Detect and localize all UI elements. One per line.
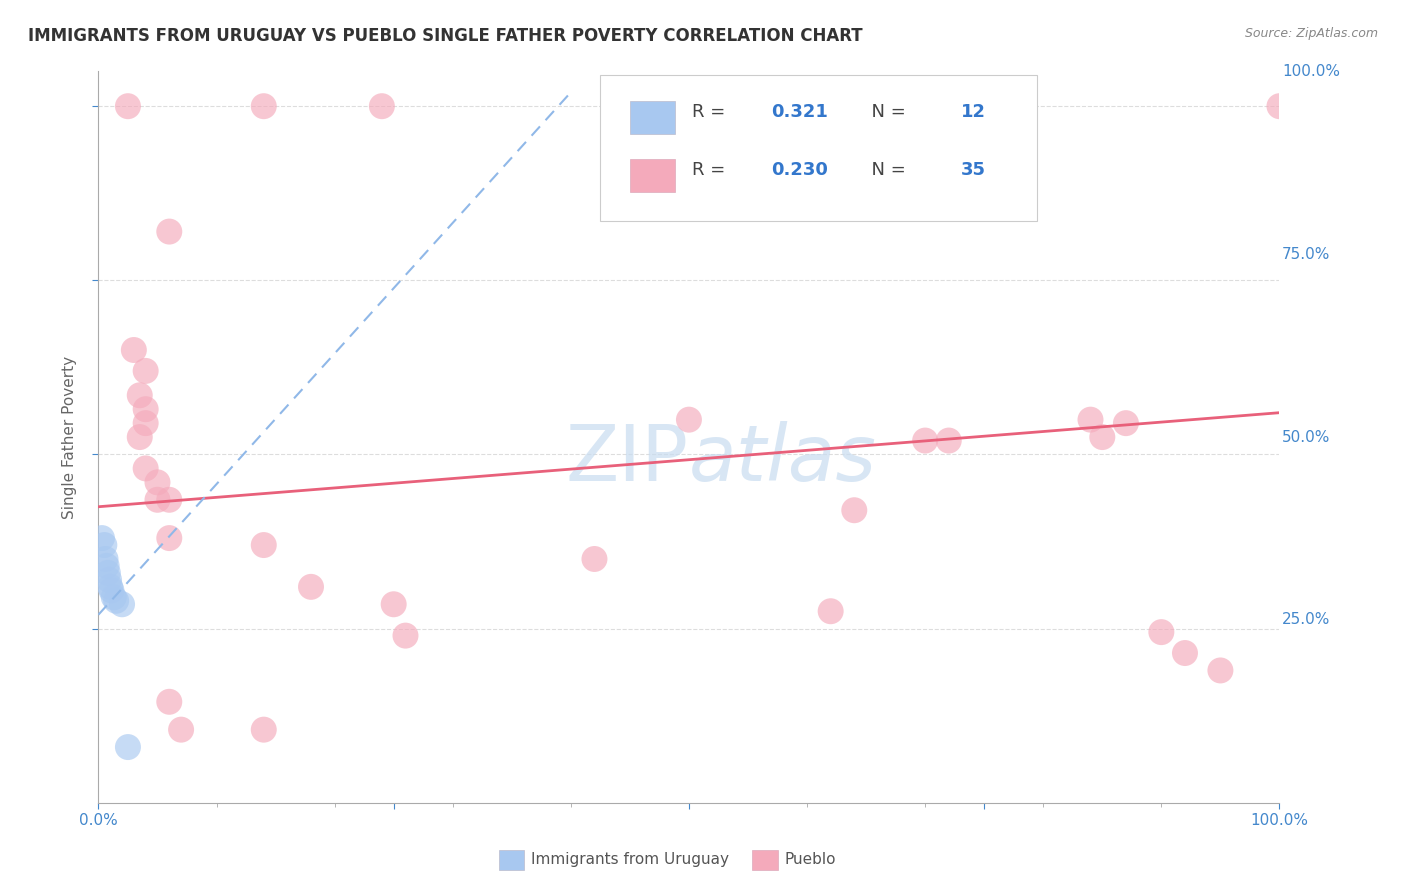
Point — [146, 475, 169, 490]
FancyBboxPatch shape — [630, 159, 675, 192]
Text: 75.0%: 75.0% — [1282, 247, 1330, 261]
Point — [98, 580, 121, 594]
Point — [117, 740, 139, 755]
Point — [117, 99, 139, 113]
Point — [128, 430, 150, 444]
Point — [299, 580, 322, 594]
Point — [914, 434, 936, 448]
Point — [135, 461, 157, 475]
Text: N =: N = — [860, 103, 911, 120]
Point — [146, 492, 169, 507]
Point — [371, 99, 394, 113]
Point — [98, 573, 121, 587]
Point — [100, 583, 122, 598]
Text: N =: N = — [860, 161, 911, 179]
Point — [820, 604, 842, 618]
Text: 35: 35 — [960, 161, 986, 179]
Point — [583, 552, 606, 566]
Point — [1091, 430, 1114, 444]
Text: atlas: atlas — [689, 421, 877, 497]
Text: ZIP: ZIP — [567, 421, 689, 497]
Point — [122, 343, 145, 357]
Point — [1080, 412, 1102, 426]
Point — [105, 594, 128, 608]
FancyBboxPatch shape — [630, 101, 675, 134]
Point — [1209, 664, 1232, 678]
Point — [844, 503, 866, 517]
Point — [394, 629, 416, 643]
Text: 50.0%: 50.0% — [1282, 430, 1330, 444]
Point — [93, 538, 115, 552]
Point — [1150, 625, 1173, 640]
Text: IMMIGRANTS FROM URUGUAY VS PUEBLO SINGLE FATHER POVERTY CORRELATION CHART: IMMIGRANTS FROM URUGUAY VS PUEBLO SINGLE… — [28, 27, 863, 45]
Point — [157, 225, 180, 239]
Point — [1268, 99, 1291, 113]
Point — [157, 531, 180, 545]
Text: 100.0%: 100.0% — [1282, 64, 1340, 78]
Point — [135, 416, 157, 430]
FancyBboxPatch shape — [600, 75, 1038, 221]
Point — [135, 402, 157, 417]
Text: R =: R = — [693, 103, 731, 120]
Point — [1174, 646, 1197, 660]
Point — [97, 566, 120, 580]
Point — [253, 99, 276, 113]
Point — [253, 723, 276, 737]
Text: 25.0%: 25.0% — [1282, 613, 1330, 627]
Point — [128, 388, 150, 402]
Point — [135, 364, 157, 378]
Point — [253, 538, 276, 552]
Text: Pueblo: Pueblo — [785, 853, 837, 867]
Point — [1115, 416, 1137, 430]
Point — [91, 531, 114, 545]
Text: 12: 12 — [960, 103, 986, 120]
Point — [94, 552, 117, 566]
Point — [170, 723, 193, 737]
Point — [96, 558, 118, 573]
Point — [938, 434, 960, 448]
Point — [157, 492, 180, 507]
Point — [382, 597, 405, 611]
Text: R =: R = — [693, 161, 731, 179]
Text: 0.321: 0.321 — [772, 103, 828, 120]
Point — [157, 695, 180, 709]
Point — [111, 597, 134, 611]
Text: Source: ZipAtlas.com: Source: ZipAtlas.com — [1244, 27, 1378, 40]
Point — [103, 591, 125, 605]
Point — [678, 412, 700, 426]
Text: Immigrants from Uruguay: Immigrants from Uruguay — [531, 853, 730, 867]
Text: 0.230: 0.230 — [772, 161, 828, 179]
Y-axis label: Single Father Poverty: Single Father Poverty — [62, 356, 77, 518]
